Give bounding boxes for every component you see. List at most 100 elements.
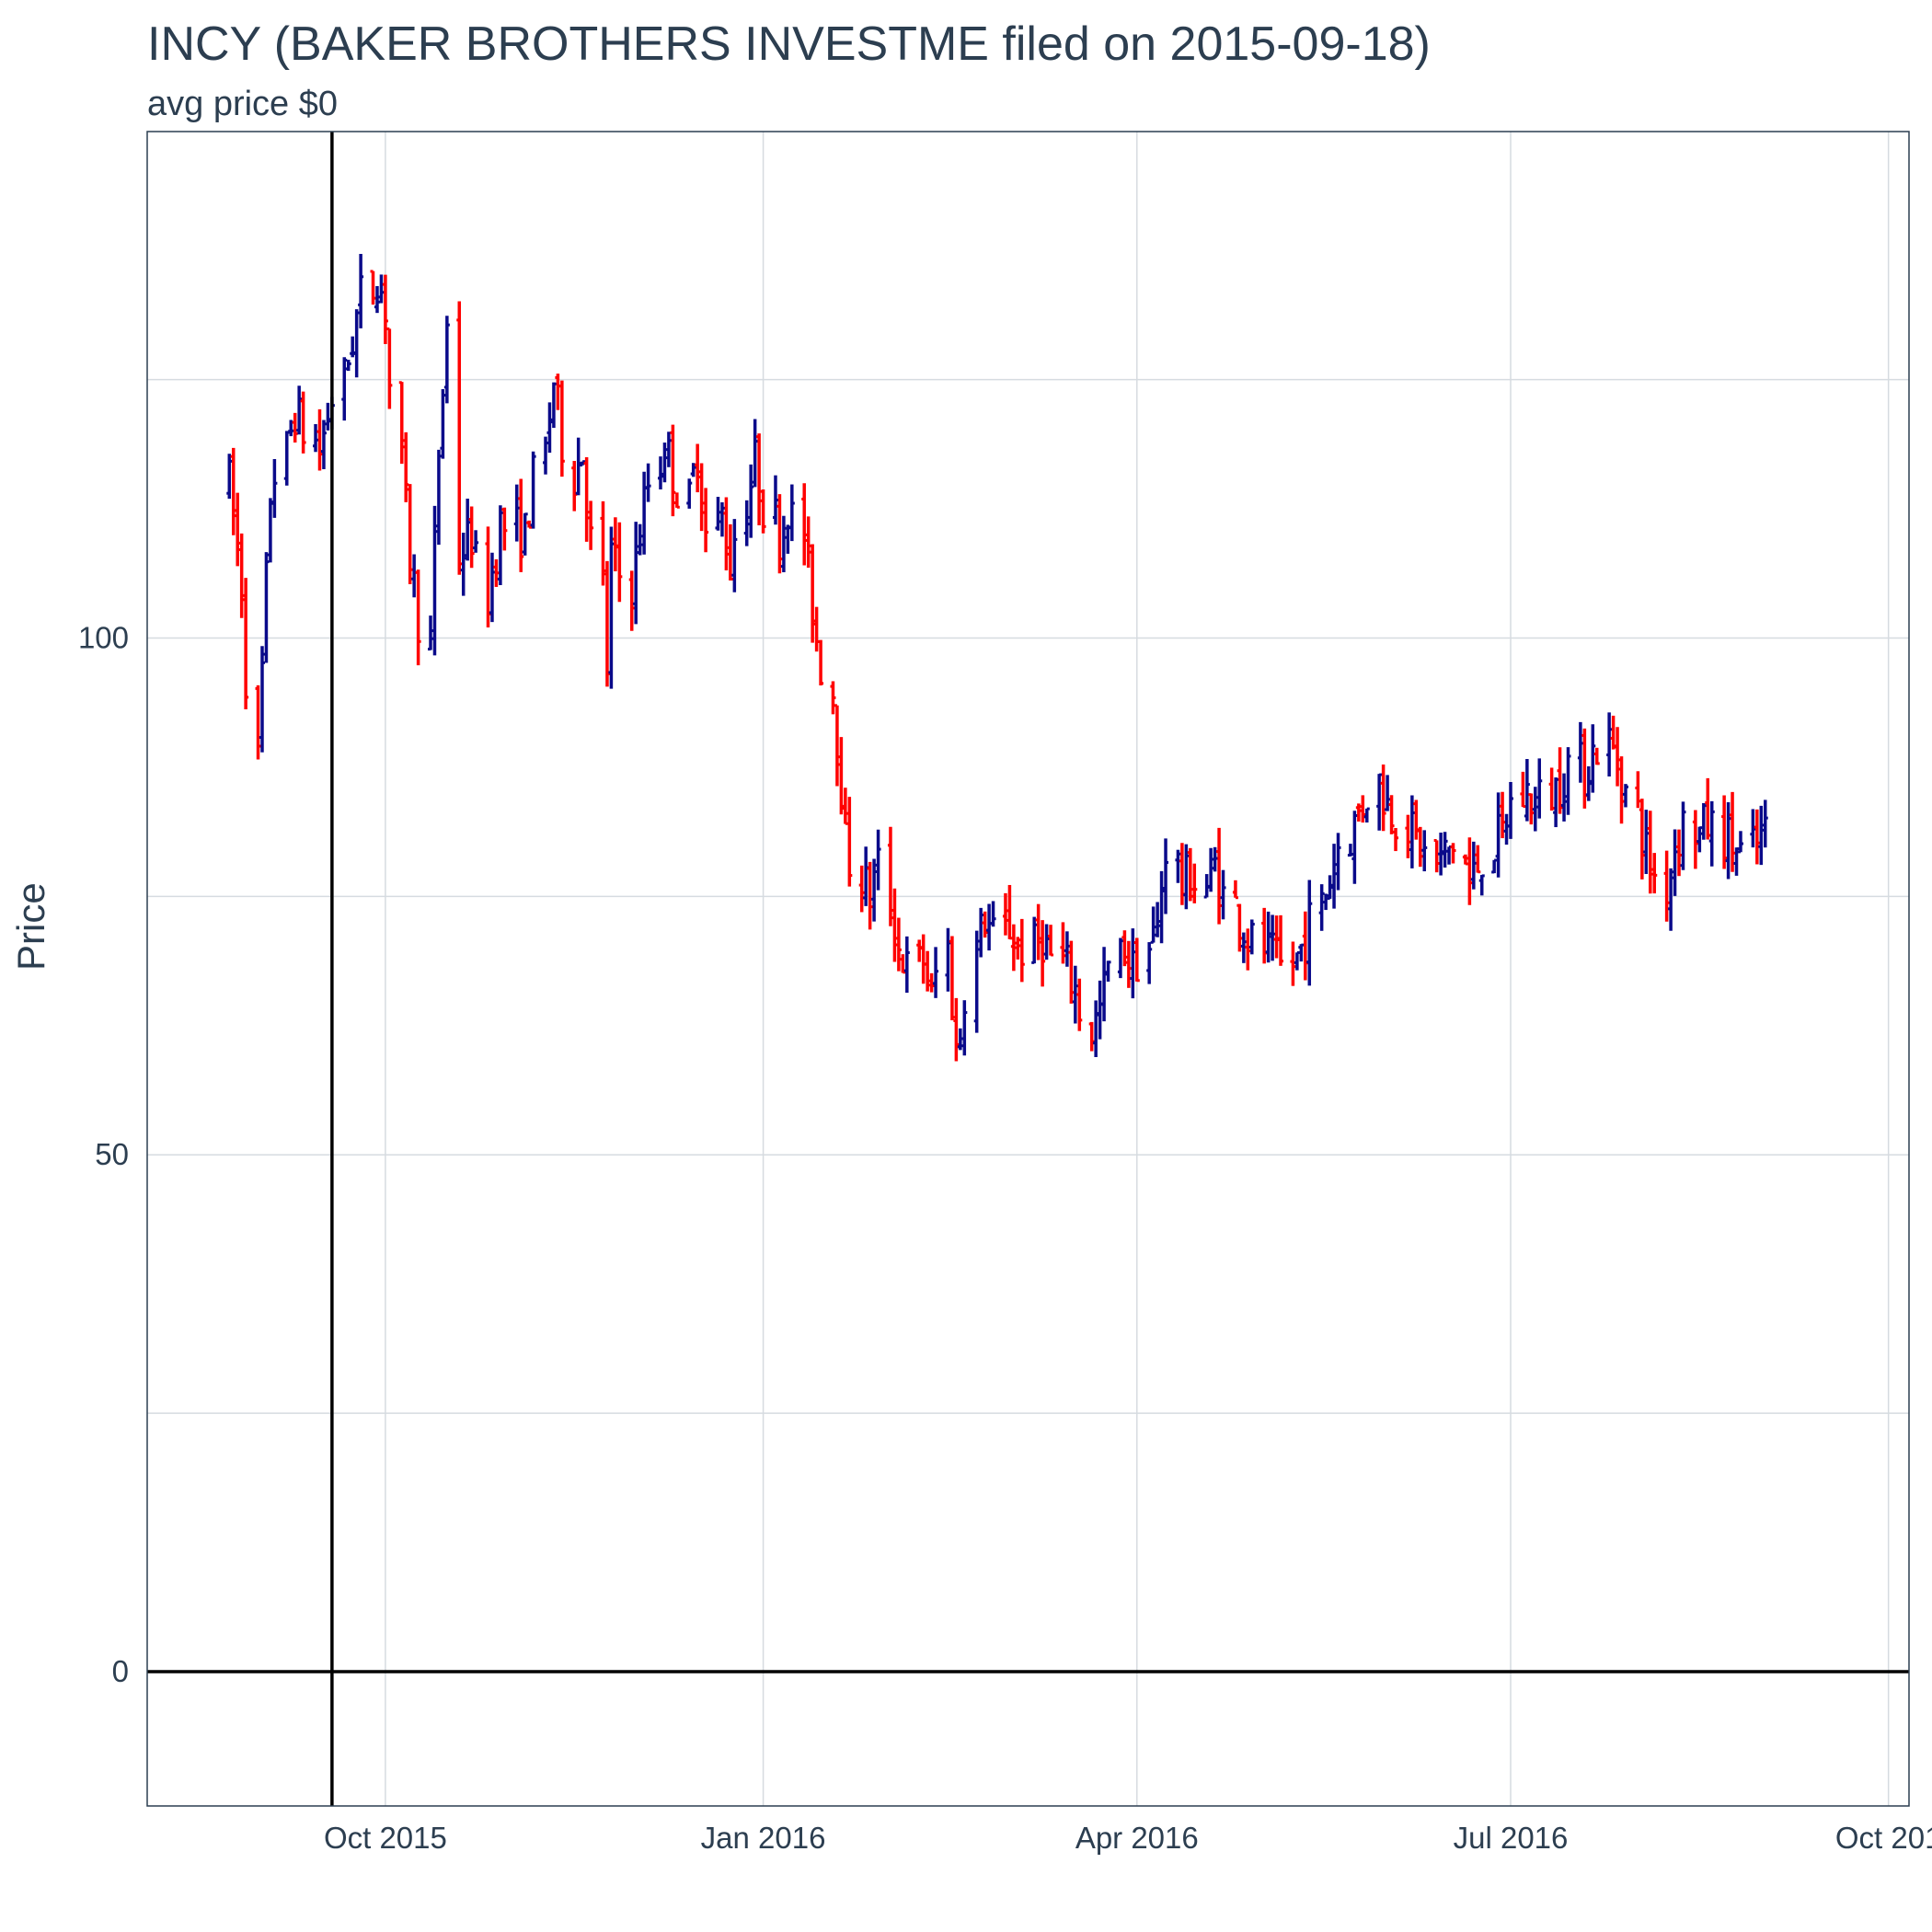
- ohlc-bar: [673, 492, 680, 509]
- ohlc-bar: [1750, 809, 1756, 848]
- ohlc-bar: [411, 554, 418, 598]
- ohlc-bar: [670, 424, 676, 517]
- ohlc-bar: [891, 888, 898, 962]
- ohlc-bar: [1528, 793, 1535, 825]
- ohlc-bar: [772, 475, 778, 525]
- ohlc-bar: [957, 1028, 963, 1051]
- ohlc-bar: [1561, 773, 1568, 822]
- ohlc-bar: [1405, 814, 1411, 858]
- ohlc-bar: [645, 463, 651, 502]
- ohlc-bar: [1076, 978, 1083, 1031]
- ohlc-bar: [719, 502, 725, 537]
- ohlc-bar: [1121, 930, 1128, 967]
- ohlc-bar: [1265, 911, 1271, 963]
- ohlc-bar: [497, 505, 503, 586]
- ohlc-bar: [903, 936, 910, 994]
- ohlc-bar: [1536, 758, 1543, 819]
- ohlc-bar: [435, 449, 442, 546]
- ohlc-bar: [1318, 884, 1325, 931]
- ohlc-bar: [1060, 922, 1066, 964]
- ohlc-bar: [1700, 802, 1707, 840]
- ohlc-bar: [1393, 828, 1399, 852]
- ohlc-bar: [818, 639, 824, 686]
- ohlc-bar: [1635, 771, 1641, 809]
- ohlc-bar: [838, 737, 845, 815]
- ohlc-bar: [1758, 805, 1765, 866]
- ohlc-bar: [300, 391, 306, 454]
- ohlc-bar: [1236, 903, 1243, 952]
- ohlc-bar: [1762, 799, 1768, 848]
- ohlc-bar: [1155, 902, 1161, 937]
- ohlc-bar: [353, 309, 360, 378]
- ohlc-bar: [1413, 799, 1420, 840]
- ohlc-bar: [1754, 809, 1760, 865]
- ohlc-bar: [608, 526, 615, 689]
- ohlc-bar: [1433, 839, 1440, 873]
- ohlc-bar: [1163, 838, 1169, 914]
- ohlc-bar: [243, 578, 249, 710]
- ohlc-bar: [398, 381, 405, 465]
- ohlc-bar: [661, 443, 668, 483]
- ohlc-bar: [1355, 803, 1362, 822]
- ohlc-bar: [1323, 893, 1329, 911]
- ohlc-bar: [1585, 765, 1592, 801]
- ohlc-bar: [1360, 795, 1366, 823]
- ohlc-bar: [871, 858, 878, 922]
- ohlc-bar: [1462, 854, 1468, 866]
- ohlc-bar: [271, 458, 278, 518]
- ohlc-bar: [698, 463, 705, 532]
- ohlc-bar: [1548, 767, 1555, 811]
- ohlc-bar: [1306, 880, 1313, 986]
- ohlc-bar: [431, 505, 438, 656]
- ohlc-bar: [1261, 907, 1268, 964]
- ohlc-bar: [460, 533, 466, 596]
- ohlc-bar: [1491, 858, 1498, 874]
- ohlc-bar: [1294, 950, 1300, 971]
- ohlc-bar: [715, 497, 721, 531]
- ohlc-bar: [407, 484, 413, 585]
- ohlc-bar: [1651, 853, 1658, 894]
- ohlc-bar: [1590, 724, 1596, 793]
- ohlc-bar: [756, 433, 763, 526]
- ohlc-bar: [805, 516, 811, 569]
- ohlc-bar: [522, 512, 528, 556]
- ohlc-bar: [813, 606, 820, 652]
- ohlc-bar: [526, 520, 533, 529]
- ohlc-bar: [1730, 791, 1736, 872]
- ohlc-bar: [900, 954, 906, 974]
- ohlc-bar: [1581, 728, 1588, 809]
- ohlc-bar: [1220, 869, 1226, 920]
- ohlc-bar: [313, 424, 319, 453]
- ohlc-bar: [1183, 844, 1190, 910]
- ohlc-bar: [1035, 903, 1041, 960]
- ohlc-bar: [1565, 747, 1571, 815]
- ohlc-bar: [1327, 875, 1333, 901]
- ohlc-bar: [1442, 832, 1448, 868]
- ohlc-bar: [1475, 845, 1481, 874]
- ohlc-bar: [875, 829, 881, 891]
- ohlc-bar: [887, 826, 893, 926]
- ohlc-bar: [571, 461, 578, 512]
- ohlc-bar: [1048, 925, 1054, 957]
- ohlc-bar: [1446, 845, 1453, 865]
- ohlc-bar: [1639, 799, 1645, 880]
- ohlc-bar: [1696, 826, 1703, 853]
- ohlc-bar: [1248, 919, 1255, 955]
- ohlc-bar: [703, 488, 709, 553]
- ohlc-bar: [1278, 914, 1284, 966]
- ohlc-bar: [1018, 918, 1025, 983]
- ohlc-bar: [846, 797, 853, 887]
- ohlc-bar: [325, 402, 331, 431]
- ohlc-bar: [518, 478, 524, 572]
- ohlc-bar: [345, 360, 351, 372]
- ohlc-bar: [1705, 777, 1711, 840]
- chart-title: INCY (BAKER BROTHERS INVESTME filed on 2…: [147, 17, 1431, 71]
- ohlc-bar: [1385, 775, 1391, 811]
- ohlc-bar: [546, 402, 553, 454]
- ohlc-bar: [1117, 937, 1123, 979]
- plot-panel-border: [146, 131, 1910, 1807]
- ohlc-bar: [1466, 837, 1473, 905]
- ohlc-bar: [920, 934, 926, 984]
- ohlc-bar: [1409, 795, 1415, 868]
- ohlc-bar: [1010, 924, 1017, 972]
